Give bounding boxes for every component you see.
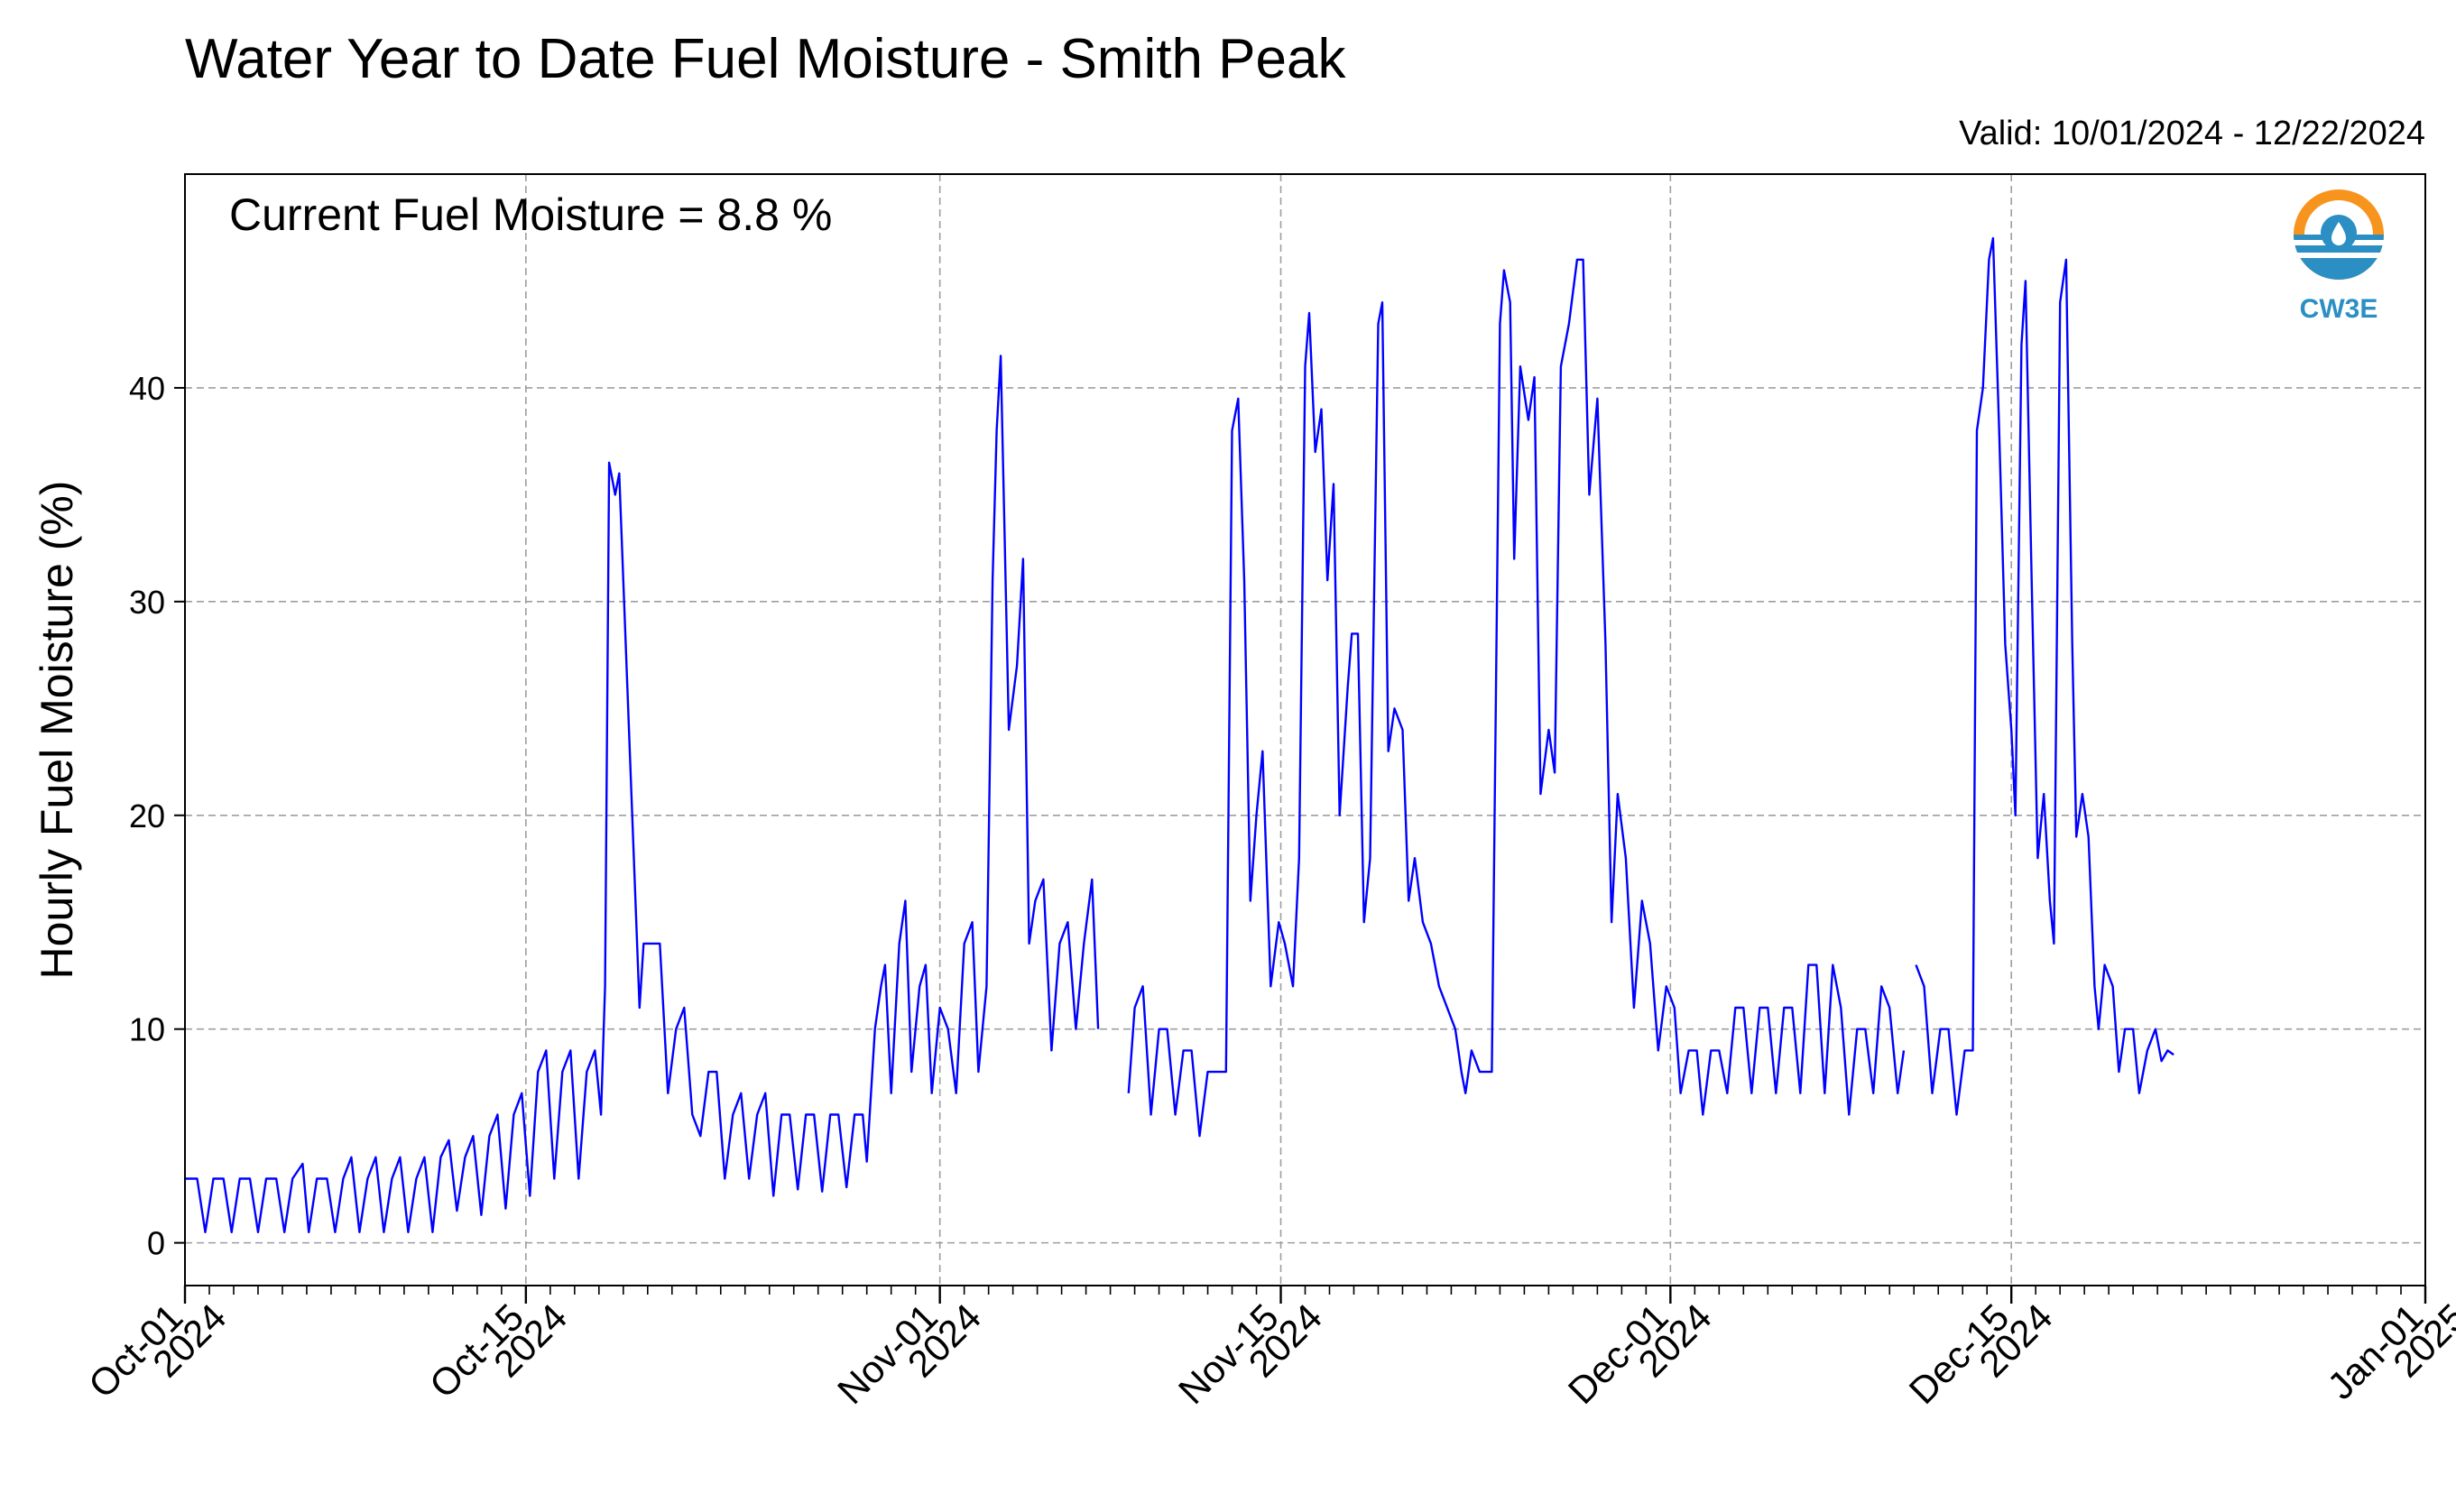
y-axis-label: Hourly Fuel Moisture (%) (32, 481, 82, 980)
y-tick-label: 20 (129, 797, 165, 834)
chart-title: Water Year to Date Fuel Moisture - Smith… (185, 28, 1346, 90)
cw3e-logo: CW3E (2294, 189, 2384, 324)
logo-text: CW3E (2300, 294, 2378, 324)
plot-frame (184, 173, 2426, 1286)
grid-lines (184, 174, 2426, 1286)
fuel-moisture-series-line (185, 236, 2174, 1233)
y-tick-label: 30 (129, 584, 165, 621)
series-layer (185, 236, 2174, 1233)
y-tick-label: 10 (129, 1011, 165, 1048)
valid-date-range: Valid: 10/01/2024 - 12/22/2024 (1959, 115, 2425, 152)
y-tick-label: 0 (147, 1225, 165, 1262)
y-axis: 0 10 20 30 40 (129, 370, 185, 1262)
y-tick-label: 40 (129, 370, 165, 407)
current-fuel-moisture: Current Fuel Moisture = 8.8 % (229, 189, 832, 240)
water-drop-logo-icon (2294, 189, 2384, 280)
